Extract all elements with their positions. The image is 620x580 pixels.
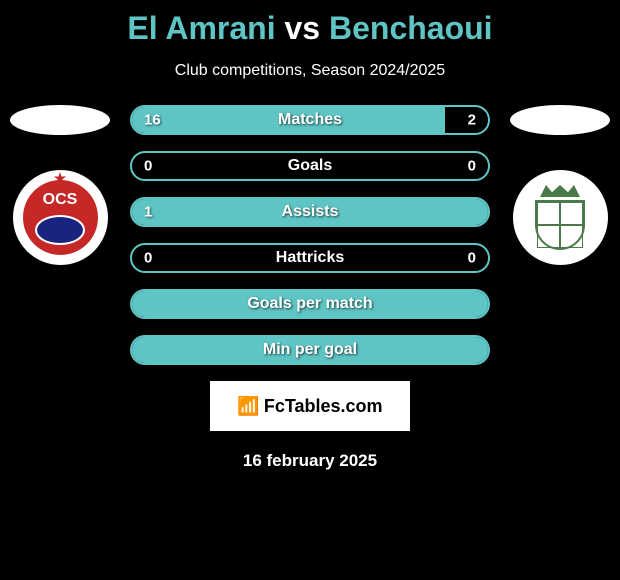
subtitle: Club competitions, Season 2024/2025 [0, 62, 620, 80]
page-title: El Amrani vs Benchaoui [0, 10, 620, 47]
stat-value-left: 0 [144, 250, 152, 267]
stat-label: Min per goal [263, 341, 357, 359]
ocs-text: OCS [43, 191, 78, 209]
star-icon: ★ [54, 170, 67, 187]
ocs-badge: ★ OCS [23, 180, 98, 255]
stat-label: Hattricks [276, 249, 344, 267]
stat-value-left: 16 [144, 112, 161, 129]
team-right-container [510, 105, 610, 265]
fctables-badge: 📶 FcTables.com [210, 381, 410, 431]
vs-text: vs [285, 10, 321, 46]
ocs-inner-oval [35, 215, 85, 245]
player2-name: Benchaoui [329, 10, 493, 46]
team-left-ellipse [10, 105, 110, 135]
shield-icon [535, 200, 585, 250]
stats-container: 16 Matches 2 0 Goals 0 1 Assists 0 Hattricks 0 Goal… [130, 105, 490, 365]
stat-label: Assists [282, 203, 339, 221]
team-left-container: ★ OCS [10, 105, 110, 265]
team-right-logo [513, 170, 608, 265]
site-name: FcTables.com [264, 396, 383, 417]
stat-value-right: 0 [468, 250, 476, 267]
stat-bar: Min per goal [130, 335, 490, 365]
stat-value-right: 2 [468, 112, 476, 129]
chart-icon: 📶 [237, 396, 259, 417]
date-text: 16 february 2025 [0, 451, 620, 471]
stat-value-left: 0 [144, 158, 152, 175]
stat-bar: 0 Goals 0 [130, 151, 490, 181]
right-badge [525, 183, 595, 253]
stat-value-left: 1 [144, 204, 152, 221]
stat-bar: 0 Hattricks 0 [130, 243, 490, 273]
crown-icon [540, 185, 580, 197]
team-right-ellipse [510, 105, 610, 135]
stat-bar: 16 Matches 2 [130, 105, 490, 135]
stat-bar: Goals per match [130, 289, 490, 319]
stat-label: Goals per match [247, 295, 372, 313]
player1-name: El Amrani [127, 10, 275, 46]
team-left-logo: ★ OCS [13, 170, 108, 265]
stat-label: Matches [278, 111, 342, 129]
stat-label: Goals [288, 157, 332, 175]
stat-bar: 1 Assists [130, 197, 490, 227]
content-area: ★ OCS 16 Matches 2 0 Goals 0 1 Assists 0 Hattrick… [0, 105, 620, 471]
stat-value-right: 0 [468, 158, 476, 175]
